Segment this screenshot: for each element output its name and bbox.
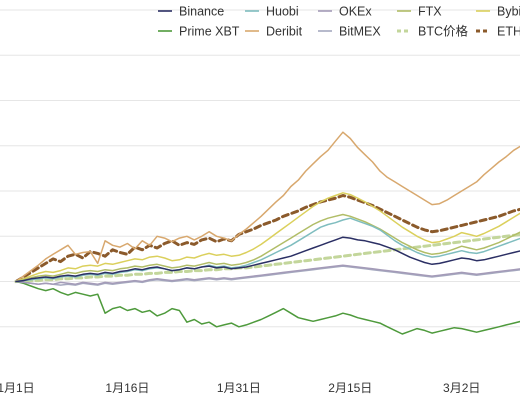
legend-item-9: ETH价格 — [476, 24, 520, 39]
series-line-2 — [15, 264, 520, 285]
x-tick-label: 1月1日 — [0, 381, 35, 395]
legend-label: BTC价格 — [418, 24, 469, 39]
series-line-7 — [15, 265, 520, 286]
legend-label: BitMEX — [339, 25, 381, 39]
legend-label: Prime XBT — [179, 25, 240, 39]
series-line-4 — [15, 192, 520, 283]
legend-item-8: BTC价格 — [397, 24, 469, 39]
legend-label: OKEx — [339, 5, 372, 19]
legend-label: FTX — [418, 5, 442, 19]
series-line-6 — [15, 131, 520, 283]
series-line-8 — [14, 233, 520, 283]
legend-item-0: Binance — [158, 5, 224, 19]
legend-label: Deribit — [266, 25, 303, 39]
legend-item-1: Huobi — [245, 5, 299, 19]
x-axis-ticks: 1月1日1月16日1月31日2月15日3月2日3月17日 — [0, 381, 480, 395]
legend-label: ETH价格 — [497, 24, 520, 39]
legend-label: Bybit — [497, 5, 520, 19]
series-line-3 — [15, 213, 520, 283]
series-line-0 — [15, 236, 520, 283]
legend-item-3: FTX — [397, 5, 442, 19]
legend-item-5: Prime XBT — [158, 25, 240, 39]
x-tick-label: 1月31日 — [217, 381, 261, 395]
legend-item-2: OKEx — [318, 5, 372, 19]
x-tick-label: 1月16日 — [105, 381, 149, 395]
chart-grid — [0, 9, 520, 328]
x-tick-label: 3月2日 — [443, 381, 480, 395]
plot-area — [14, 131, 520, 335]
series-line-1 — [15, 217, 520, 283]
legend-item-4: Bybit — [476, 5, 520, 19]
legend-label: Binance — [179, 5, 224, 19]
legend-label: Huobi — [266, 5, 299, 19]
series-line-9 — [14, 194, 520, 283]
x-tick-label: 2月15日 — [328, 381, 372, 395]
legend: Binance Huobi OKEx FTX Bybit Prime XBT Deribit… — [158, 5, 520, 39]
legend-item-7: BitMEX — [318, 25, 381, 39]
legend-item-6: Deribit — [245, 25, 303, 39]
series-line-5 — [15, 280, 520, 335]
